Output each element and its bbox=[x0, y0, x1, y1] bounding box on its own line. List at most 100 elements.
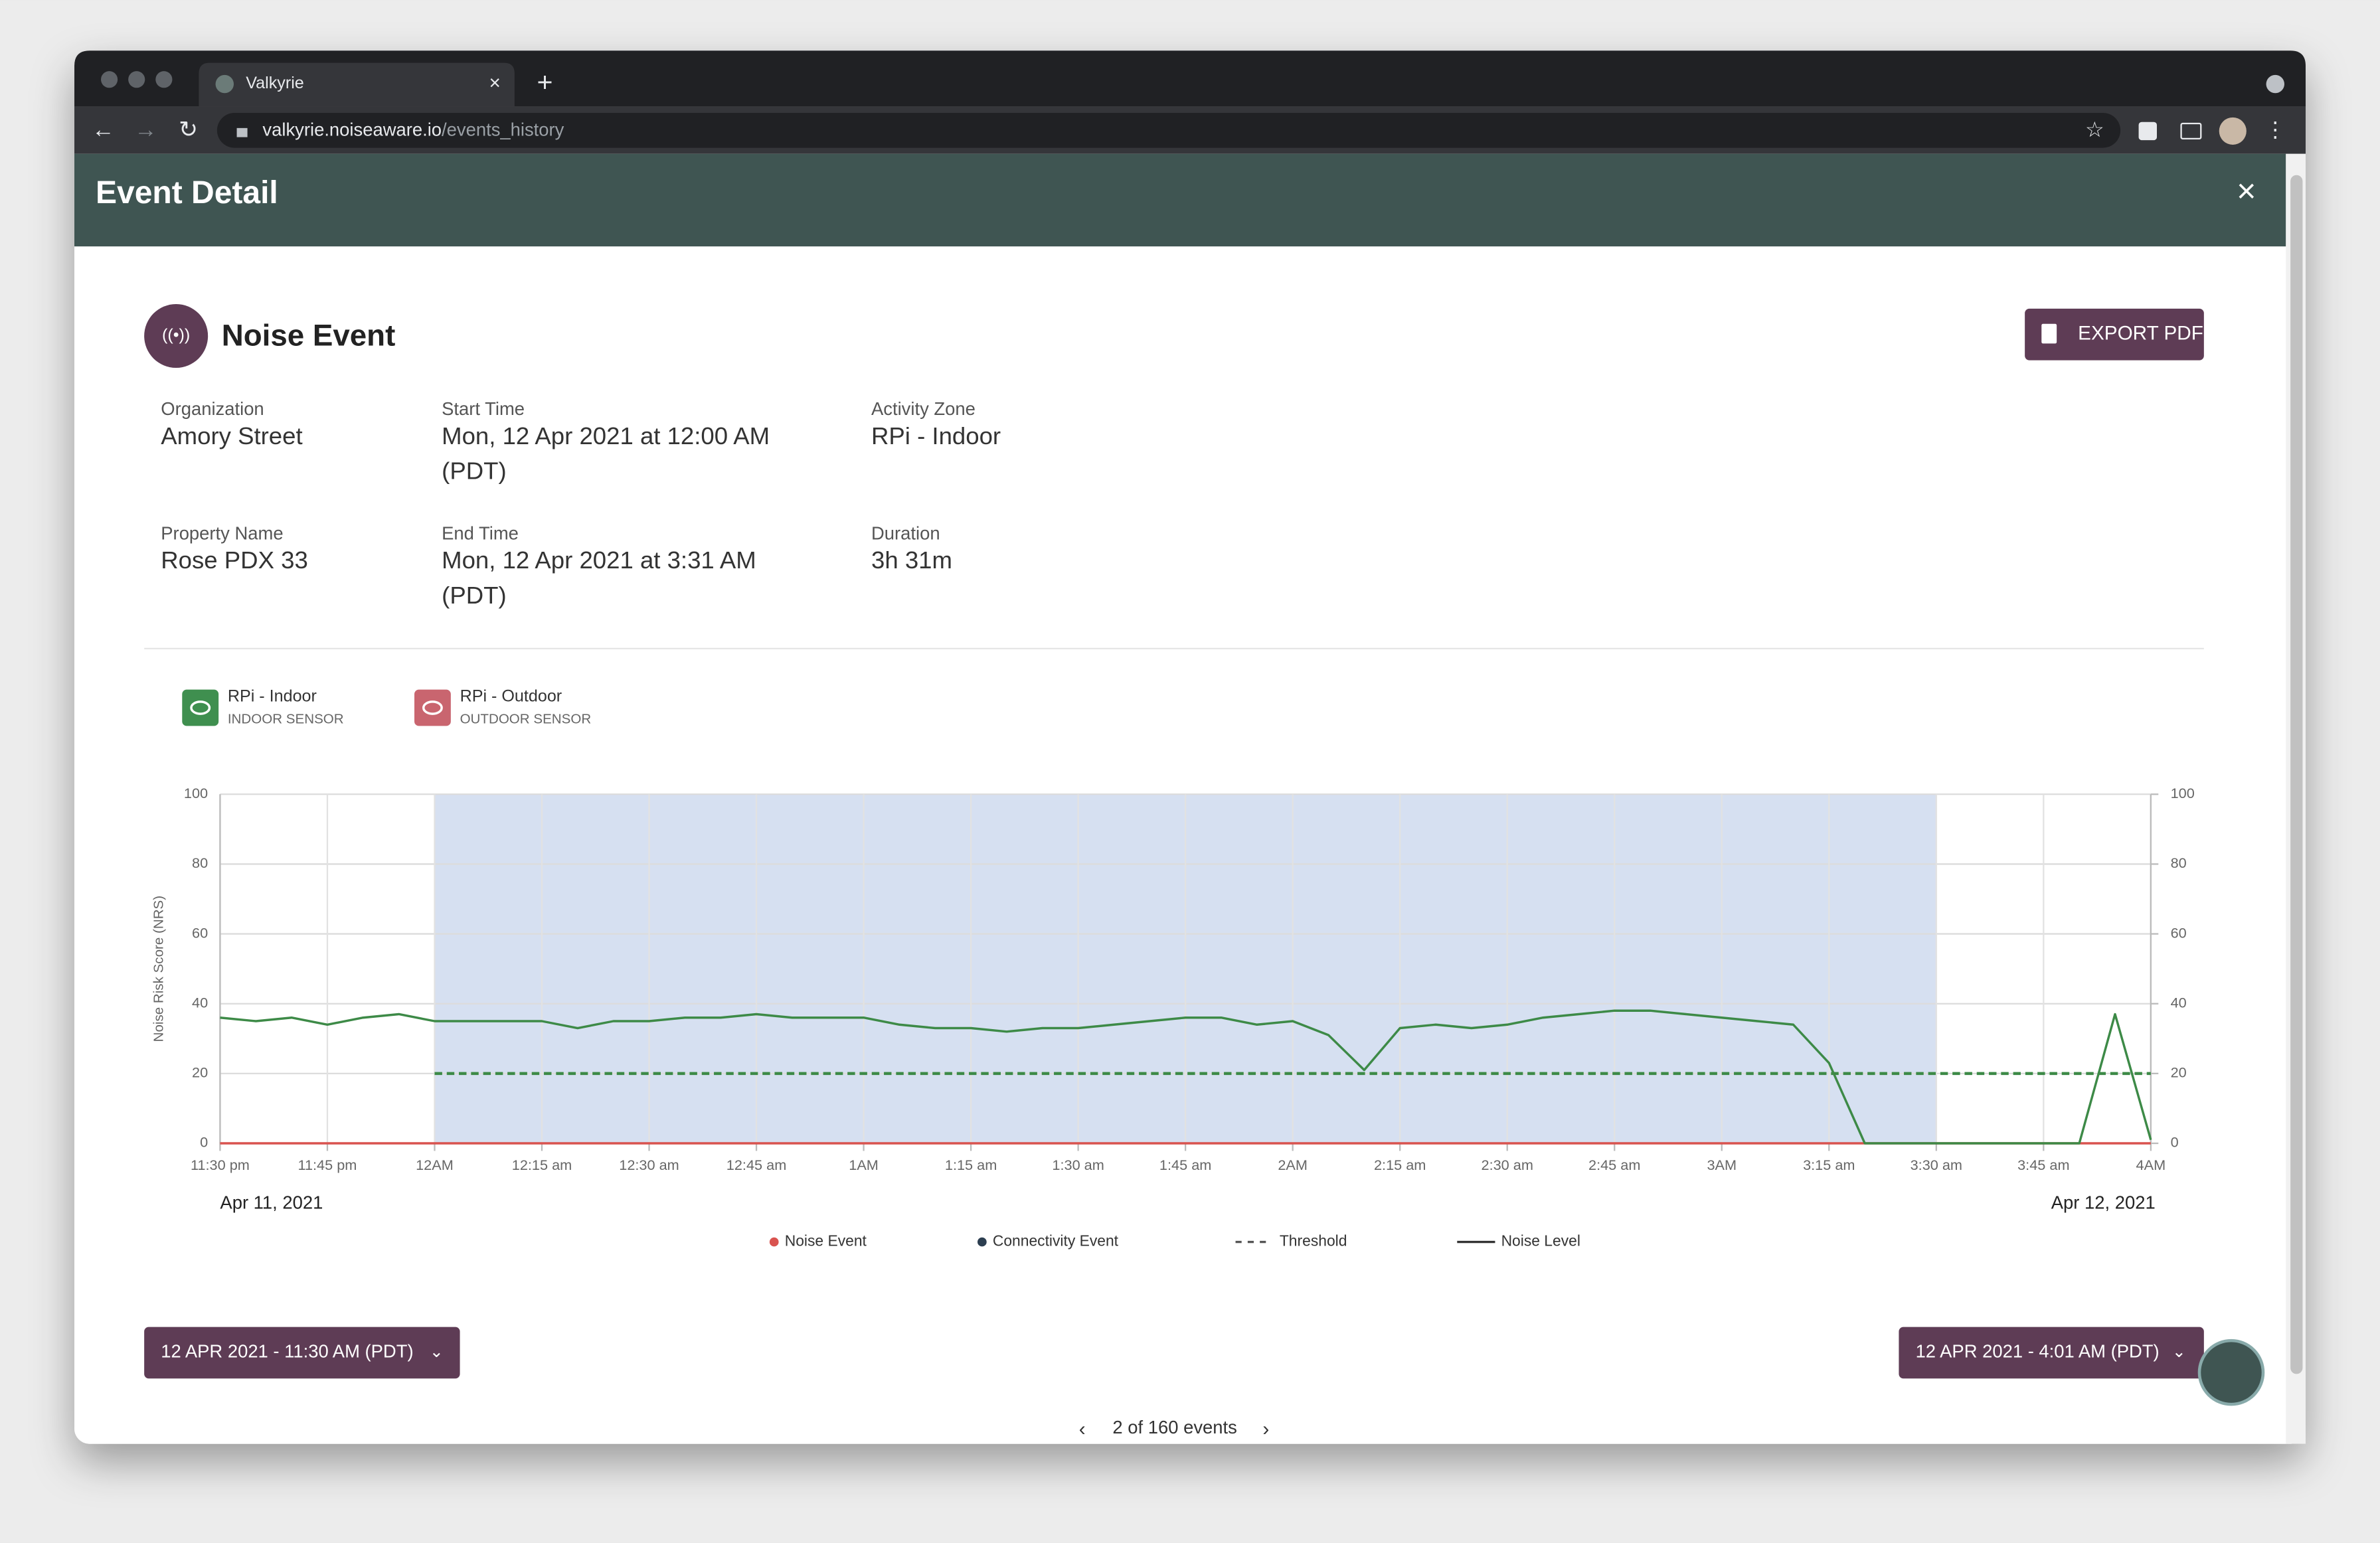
y2-tick-label: 0 bbox=[2171, 1134, 2179, 1151]
series-line bbox=[220, 1009, 2152, 1145]
tab-bar bbox=[74, 50, 2306, 107]
reload-button[interactable]: ↻ bbox=[179, 117, 198, 142]
sensor-kind: OUTDOOR SENSOR bbox=[460, 712, 592, 727]
sensor-eye bbox=[422, 700, 443, 715]
tab-close[interactable]: × bbox=[489, 72, 500, 94]
help-button[interactable] bbox=[2197, 1339, 2265, 1406]
field-label: Duration bbox=[871, 523, 940, 544]
pager: 2 of 160 events bbox=[1112, 1417, 1236, 1437]
tab-favicon bbox=[215, 74, 234, 94]
cast[interactable] bbox=[2180, 122, 2202, 139]
x-tick-label: 3:30 am bbox=[1911, 1157, 1962, 1173]
field-value: RPi - Indoor bbox=[871, 422, 1001, 449]
export-icon bbox=[2041, 323, 2057, 344]
sensor-toggle[interactable] bbox=[182, 689, 219, 726]
sensor-legend: RPi - Indoor INDOOR SENSOR RPi - Outdoor OU… bbox=[182, 687, 591, 727]
field-value: 3h 31m bbox=[871, 546, 952, 574]
y-tick-label: 100 bbox=[184, 785, 208, 801]
x-tick-label: 12:45 am bbox=[726, 1157, 787, 1173]
start-picker[interactable] bbox=[144, 1327, 460, 1379]
url-path: /events_history bbox=[442, 120, 564, 140]
sensor-name: RPi - Indoor bbox=[228, 687, 317, 706]
menu[interactable]: ⋮ bbox=[2264, 118, 2286, 141]
url-host: valkyrie.noiseaware.io bbox=[262, 120, 442, 140]
y2-tick-label: 100 bbox=[2171, 785, 2195, 801]
event-fields: Organization Amory Street Start Time Mon, 1… bbox=[161, 398, 1001, 609]
modal-header bbox=[74, 153, 2286, 247]
x-tick-label: 3AM bbox=[1707, 1157, 1737, 1173]
tab[interactable] bbox=[199, 62, 515, 107]
end-picker-caret: ⌄ bbox=[2172, 1342, 2186, 1361]
new-tab[interactable]: + bbox=[537, 66, 553, 97]
window bbox=[74, 50, 2306, 1444]
x-tick-label: 2AM bbox=[1278, 1157, 1308, 1173]
x-tick-label: 1:15 am bbox=[945, 1157, 997, 1173]
scroll-thumb[interactable] bbox=[2290, 175, 2303, 1374]
sensor-kind: INDOOR SENSOR bbox=[228, 712, 344, 727]
next-event[interactable]: › bbox=[1262, 1418, 1269, 1440]
field-label: End Time bbox=[442, 523, 519, 544]
y2-tick-label: 60 bbox=[2171, 924, 2187, 941]
legend-marker bbox=[978, 1237, 987, 1247]
x-tick-label: 1:45 am bbox=[1159, 1157, 1211, 1173]
forward-button[interactable]: → bbox=[134, 117, 157, 142]
x-tick-label: 12AM bbox=[416, 1157, 454, 1173]
field-label: Organization bbox=[161, 398, 264, 419]
prev-event[interactable]: ‹ bbox=[1079, 1418, 1086, 1440]
y2-tick-label: 40 bbox=[2171, 994, 2187, 1011]
y2-tick-label: 20 bbox=[2171, 1064, 2187, 1081]
export-button[interactable] bbox=[2025, 308, 2204, 361]
y2-tick-label: 80 bbox=[2171, 854, 2187, 871]
sensor-name: RPi - Outdoor bbox=[460, 687, 562, 706]
x-tick-label: 1AM bbox=[849, 1157, 879, 1173]
profile[interactable] bbox=[2219, 117, 2247, 145]
y-tick-label: 60 bbox=[192, 924, 208, 941]
field-value: (PDT) bbox=[442, 582, 506, 609]
field-label: Property Name bbox=[161, 523, 283, 544]
field-value: Rose PDX 33 bbox=[161, 546, 308, 574]
legend-label: Noise Level bbox=[1501, 1232, 1580, 1250]
date-end: Apr 12, 2021 bbox=[2051, 1192, 2156, 1213]
x-tick-label: 3:45 am bbox=[2017, 1157, 2069, 1173]
field-label: Activity Zone bbox=[871, 398, 976, 419]
tab-title: Valkyrie bbox=[246, 74, 304, 92]
y-tick-label: 40 bbox=[192, 994, 208, 1011]
modal-close[interactable]: × bbox=[2237, 171, 2256, 209]
x-tick-label: 3:15 am bbox=[1803, 1157, 1855, 1173]
url: valkyrie.noiseaware.io/events_history bbox=[262, 120, 564, 140]
x-tick-label: 12:30 am bbox=[619, 1157, 679, 1173]
window-close[interactable] bbox=[101, 71, 118, 88]
tab-search[interactable] bbox=[2266, 74, 2284, 94]
event-icon bbox=[144, 304, 209, 368]
field-value: (PDT) bbox=[442, 457, 506, 484]
x-tick-label: 4AM bbox=[2136, 1157, 2166, 1173]
legend-label: Threshold bbox=[1280, 1232, 1347, 1250]
end-picker-label: 12 APR 2021 - 4:01 AM (PDT) bbox=[1916, 1341, 2160, 1362]
legend-marker bbox=[769, 1237, 779, 1247]
x-tick-label: 11:45 pm bbox=[298, 1157, 357, 1173]
date-start: Apr 11, 2021 bbox=[220, 1192, 323, 1213]
legend-label: Noise Event bbox=[785, 1232, 867, 1250]
end-picker[interactable] bbox=[1899, 1327, 2204, 1379]
window-zoom[interactable] bbox=[155, 71, 173, 88]
address-bar[interactable] bbox=[216, 113, 2121, 148]
x-tick-label: 2:30 am bbox=[1482, 1157, 1533, 1173]
x-tick-label: 12:15 am bbox=[512, 1157, 572, 1173]
field-value: Mon, 12 Apr 2021 at 12:00 AM bbox=[442, 422, 770, 449]
x-tick-label: 11:30 pm bbox=[191, 1157, 250, 1173]
sensor-eye bbox=[190, 700, 211, 715]
lock-icon bbox=[236, 127, 248, 137]
bookmark-star[interactable]: ☆ bbox=[2085, 118, 2104, 141]
y-tick-label: 20 bbox=[192, 1064, 208, 1081]
back-button[interactable]: ← bbox=[92, 117, 114, 142]
x-tick-label: 1:30 am bbox=[1052, 1157, 1104, 1173]
start-picker-label: 12 APR 2021 - 11:30 AM (PDT) bbox=[161, 1341, 413, 1362]
field-value: Mon, 12 Apr 2021 at 3:31 AM bbox=[442, 546, 756, 574]
x-tick-label: 2:15 am bbox=[1374, 1157, 1426, 1173]
field-value: Amory Street bbox=[161, 422, 302, 449]
sensor-toggle[interactable] bbox=[414, 689, 451, 726]
start-picker-caret: ⌄ bbox=[430, 1342, 444, 1361]
extensions[interactable] bbox=[2138, 122, 2157, 141]
window-minimize[interactable] bbox=[128, 71, 145, 88]
legend-label: Connectivity Event bbox=[993, 1232, 1119, 1250]
